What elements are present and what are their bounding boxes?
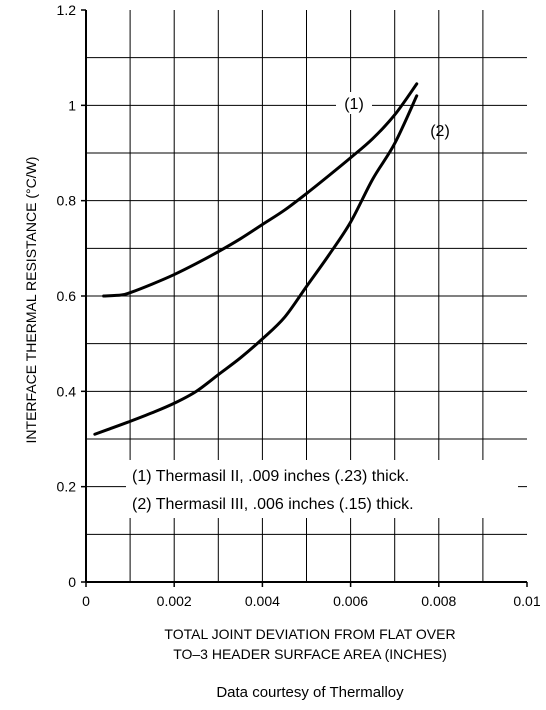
curve-label-1-bg <box>336 92 372 114</box>
series-line-1 <box>102 82 419 298</box>
x-axis-title: TOTAL JOINT DEVIATION FROM FLAT OVER TO–… <box>60 624 546 664</box>
series-line-2 <box>93 94 419 436</box>
curve-label-2: (2) <box>430 123 450 140</box>
y-tick-label: 0.6 <box>57 288 77 304</box>
x-tick-label: 0.002 <box>157 593 192 609</box>
y-tick-label: 1 <box>68 97 76 113</box>
tick-labels: 0 0.002 0.004 0.006 0.008 0.01 0 0.2 0.4 0.6 0.8 1 1… <box>57 2 541 609</box>
x-axis-title-line-2: TO–3 HEADER SURFACE AREA (INCHES) <box>173 646 447 662</box>
y-tick-label: 0.2 <box>57 479 77 495</box>
curve-label-1: (1) <box>344 96 364 113</box>
annotations: (1) (2) (1) Thermasil II, .009 inches (.23… <box>126 92 518 518</box>
axes <box>81 9 528 587</box>
x-axis-title-line-1: TOTAL JOINT DEVIATION FROM FLAT OVER <box>164 626 456 642</box>
x-tick-label: 0.01 <box>513 593 540 609</box>
x-tick-label: 0.004 <box>245 593 280 609</box>
x-tick-label: 0.008 <box>421 593 456 609</box>
credit-text: Data courtesy of Thermalloy <box>216 684 404 701</box>
x-tick-label: 0.006 <box>333 593 368 609</box>
x-tick-label: 0 <box>82 593 90 609</box>
y-tick-label: 1.2 <box>57 2 77 18</box>
y-tick-label: 0.8 <box>57 193 77 209</box>
legend-entry-2: (2) Thermasil III, .006 inches (.15) thi… <box>132 496 414 513</box>
y-tick-label: 0 <box>68 574 76 590</box>
legend-box <box>126 460 518 518</box>
series-lines <box>93 82 419 436</box>
legend-entry-1: (1) Thermasil II, .009 inches (.23) thic… <box>132 468 409 485</box>
y-axis-title: INTERFACE THERMAL RESISTANCE (°C/W) <box>23 157 39 444</box>
y-tick-label: 0.4 <box>57 383 77 399</box>
